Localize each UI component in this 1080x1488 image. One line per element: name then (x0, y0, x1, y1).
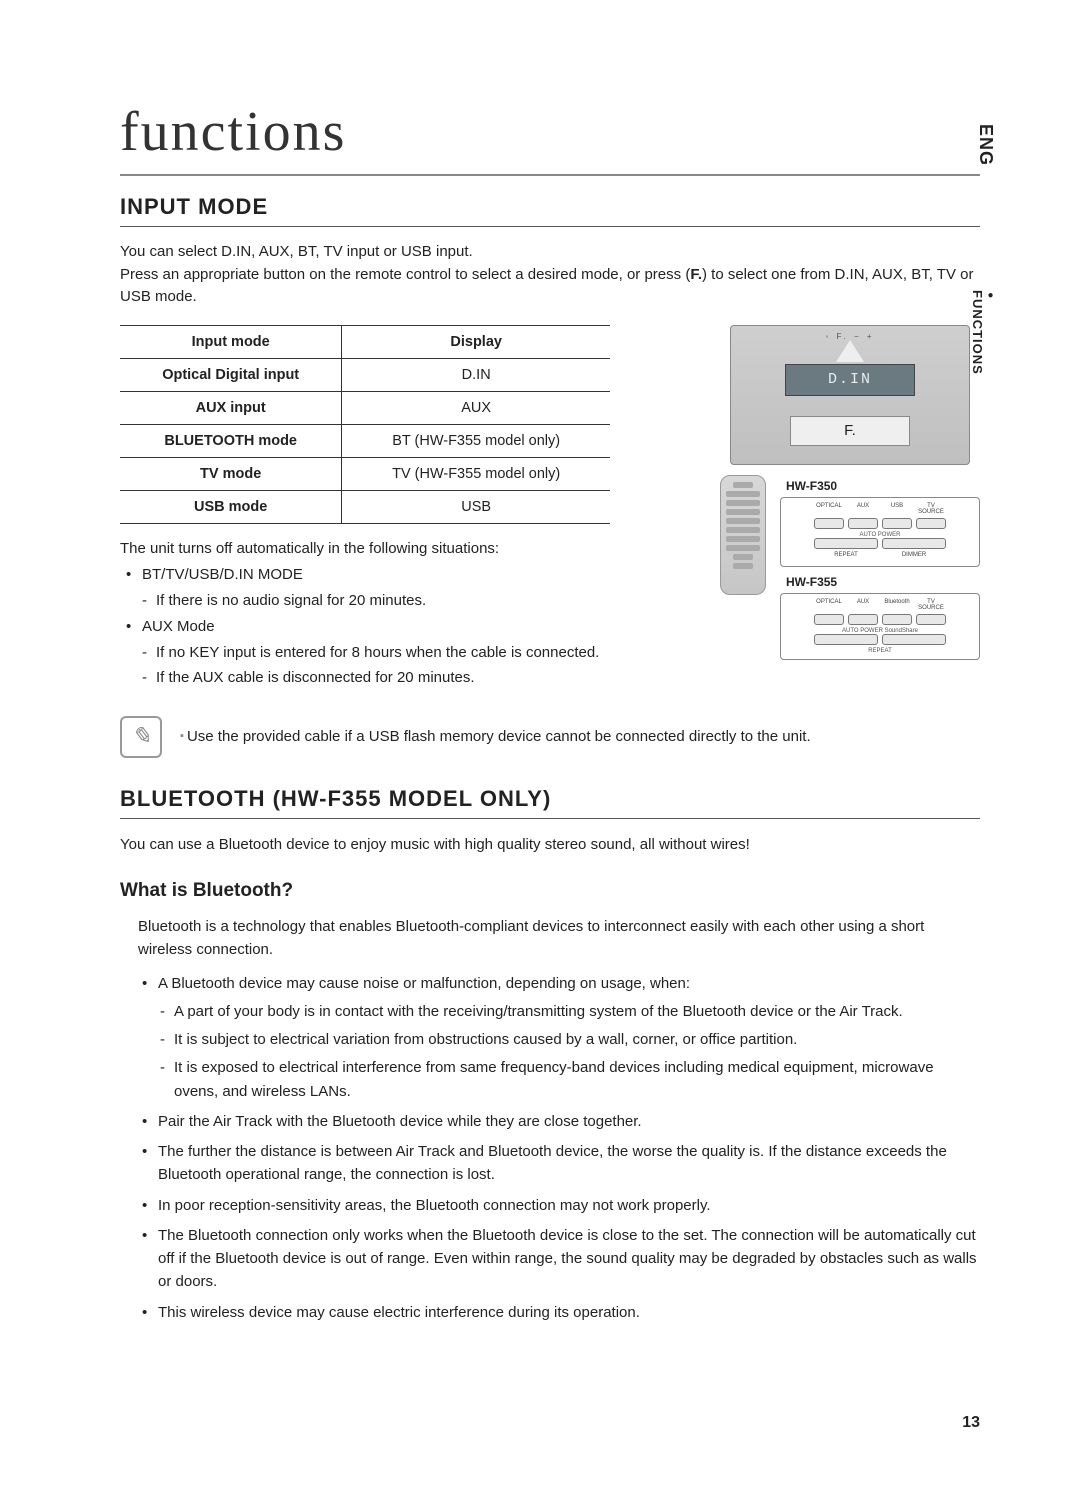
soundbar-unit: ◦ F. − + D.IN F. (730, 325, 970, 465)
cell-mode: BLUETOOTH mode (120, 424, 342, 457)
bt-bullet: Pair the Air Track with the Bluetooth de… (142, 1110, 980, 1133)
bt-bullet: This wireless device may cause electric … (142, 1301, 980, 1324)
cell-display: TV (HW-F355 model only) (342, 457, 610, 490)
side-lang-tab: ENG (975, 124, 996, 166)
bt-sub-bullet: It is exposed to electrical interference… (160, 1056, 980, 1103)
divider (120, 226, 980, 227)
ao-head: AUX Mode (142, 618, 215, 635)
illustration-column: ◦ F. − + D.IN F. HW-F350 (634, 325, 980, 666)
two-column-row: Input mode Display Optical Digital input… (120, 325, 980, 694)
side-section-tab: FUNCTIONS (970, 290, 996, 375)
panel-label: OPTICAL (814, 503, 844, 515)
ao-head: BT/TV/USB/D.IN MODE (142, 566, 303, 583)
auto-off-item: BT/TV/USB/D.IN MODE If there is no audio… (126, 564, 610, 612)
note-text: Use the provided cable if a USB flash me… (180, 728, 811, 745)
cell-display: D.IN (342, 358, 610, 391)
th-input-mode: Input mode (120, 325, 342, 358)
cell-mode: TV mode (120, 457, 342, 490)
auto-off-intro: The unit turns off automatically in the … (120, 540, 499, 557)
section-input-mode-heading: INPUT MODE (120, 194, 980, 220)
panel-label: AUX (848, 599, 878, 611)
table-column: Input mode Display Optical Digital input… (120, 325, 610, 694)
remote-illustration (720, 475, 766, 595)
bt-paragraph: Bluetooth is a technology that enables B… (138, 915, 980, 962)
bt-bullet: The further the distance is between Air … (142, 1140, 980, 1187)
cell-display: BT (HW-F355 model only) (342, 424, 610, 457)
bluetooth-body: You can use a Bluetooth device to enjoy … (120, 833, 980, 1324)
model-label-f350: HW-F350 (786, 479, 980, 493)
ao-sub: If the AUX cable is disconnected for 20 … (142, 667, 610, 690)
cell-mode: USB mode (120, 490, 342, 523)
cell-mode: Optical Digital input (120, 358, 342, 391)
bt-intro: You can use a Bluetooth device to enjoy … (120, 833, 980, 856)
section-bluetooth-heading: BLUETOOTH (HW-F355 MODEL ONLY) (120, 786, 980, 812)
intro-line-2a: Press an appropriate button on the remot… (120, 266, 690, 283)
panel-label: REPEAT (814, 552, 878, 558)
cell-mode: AUX input (120, 391, 342, 424)
table-row: TV mode TV (HW-F355 model only) (120, 457, 610, 490)
panel-text: REPEAT (787, 648, 973, 654)
button-panel-f355: OPTICAL AUX Bluetooth TV SOURCE AUTO POW… (780, 593, 980, 660)
chapter-title: functions (120, 100, 980, 176)
unit-function-button: F. (790, 416, 910, 446)
bt-bullet: A Bluetooth device may cause noise or ma… (142, 972, 980, 1103)
th-display: Display (342, 325, 610, 358)
panel-label: TV SOURCE (916, 599, 946, 611)
accessory-row-1: HW-F350 OPTICAL AUX USB TV SOURCE AUTO P… (720, 475, 980, 660)
intro-line-1: You can select D.IN, AUX, BT, TV input o… (120, 243, 473, 260)
input-mode-table: Input mode Display Optical Digital input… (120, 325, 610, 524)
unit-screen: D.IN (785, 364, 915, 396)
device-illustration: ◦ F. − + D.IN F. HW-F350 (720, 325, 980, 660)
pointer-triangle-icon (836, 340, 864, 362)
cell-display: AUX (342, 391, 610, 424)
table-row: USB mode USB (120, 490, 610, 523)
bt-bullet: In poor reception-sensitivity areas, the… (142, 1194, 980, 1217)
button-panel-f350: OPTICAL AUX USB TV SOURCE AUTO POWER REP… (780, 497, 980, 567)
intro-inline-key: F. (690, 266, 702, 283)
auto-off-block: The unit turns off automatically in the … (120, 538, 610, 690)
panel-label: USB (882, 503, 912, 515)
panel-label: DIMMER (882, 552, 946, 558)
table-row: BLUETOOTH mode BT (HW-F355 model only) (120, 424, 610, 457)
auto-off-item: AUX Mode If no KEY input is entered for … (126, 616, 610, 690)
panel-label: Bluetooth (882, 599, 912, 611)
bt-sub-bullet: It is subject to electrical variation fr… (160, 1028, 980, 1051)
bt-bullet: The Bluetooth connection only works when… (142, 1224, 980, 1294)
model-label-f355: HW-F355 (786, 575, 980, 589)
bt-subheading: What is Bluetooth? (120, 876, 980, 905)
bt-bullet-text: A Bluetooth device may cause noise or ma… (158, 975, 690, 992)
page-number: 13 (962, 1414, 980, 1432)
note-block: ✎ Use the provided cable if a USB flash … (120, 716, 980, 758)
cell-display: USB (342, 490, 610, 523)
table-row: AUX input AUX (120, 391, 610, 424)
input-mode-intro: You can select D.IN, AUX, BT, TV input o… (120, 241, 980, 309)
divider (120, 818, 980, 819)
manual-page: ENG FUNCTIONS functions INPUT MODE You c… (0, 0, 1080, 1488)
panel-label: TV SOURCE (916, 503, 946, 515)
ao-sub: If there is no audio signal for 20 minut… (142, 590, 610, 613)
note-icon: ✎ (120, 716, 162, 758)
panel-label: AUX (848, 503, 878, 515)
panel-label: OPTICAL (814, 599, 844, 611)
table-row: Optical Digital input D.IN (120, 358, 610, 391)
bt-sub-bullet: A part of your body is in contact with t… (160, 1000, 980, 1023)
ao-sub: If no KEY input is entered for 8 hours w… (142, 642, 610, 665)
